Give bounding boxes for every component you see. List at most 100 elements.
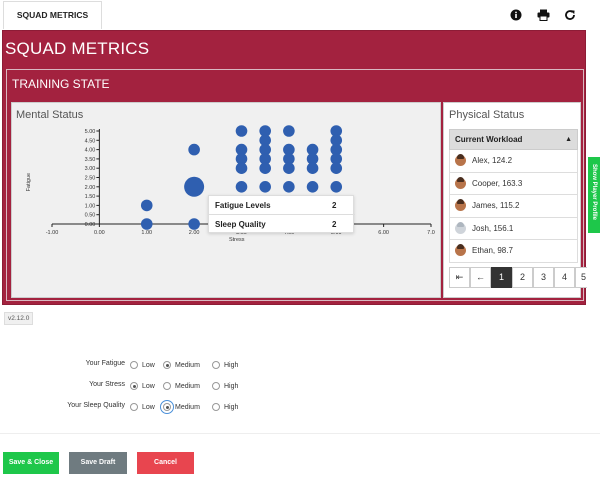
player-workload: Cooper, 163.3 [472,178,523,188]
mental-status-chart: 0.00 0.50 1.00 1.50 2.00 2.50 3.00 3.50 4.00 4.50… [26,125,435,243]
workload-list: Alex, 124.2 Cooper, 163.3 James, 115.2 J… [449,150,578,263]
avatar [455,199,466,211]
list-item[interactable]: Cooper, 163.3 [449,172,578,195]
stress-label: Your Stress [89,381,125,388]
x-tick-label: -1.00 [46,230,59,236]
first-page-button[interactable]: ⇤ [449,267,470,288]
y-axis-label: Fatigue [26,173,32,191]
workload-column-header[interactable]: Current Workload ▲ [449,129,578,150]
sort-asc-icon[interactable]: ▲ [565,136,572,143]
prev-page-button[interactable]: ← [470,267,491,288]
radio-button[interactable] [160,400,174,414]
page-button-1[interactable]: 1 [491,267,512,288]
data-point [259,134,271,147]
sleep-high-option[interactable]: High [212,400,238,414]
tooltip-row: Fatigue Levels 2 [209,196,355,215]
data-point [306,162,319,174]
physical-status-panel: Physical Status Current Workload ▲ Alex,… [443,102,587,298]
data-point [259,153,271,165]
tooltip-row: Sleep Quality 2 [209,215,355,234]
avatar [455,154,466,166]
radio-button[interactable] [130,382,138,390]
x-tick-label: 1.00 [141,230,152,236]
squad-metrics-panel: SQUAD METRICS TRAINING STATE Mental Stat… [2,30,587,305]
radio-button[interactable] [163,382,171,390]
page-button-3[interactable]: 3 [533,267,554,288]
data-point [235,153,248,165]
tab-bar: SQUAD METRICS [0,0,600,30]
avatar-placeholder [455,221,466,234]
fatigue-medium-option[interactable]: Medium [163,358,200,372]
y-tick-label: 1.00 [85,203,96,209]
tooltip-value: 2 [332,220,337,229]
tooltip-value: 2 [332,201,337,210]
x-tick-label: 6.00 [378,230,389,236]
data-point [259,181,271,193]
y-tick-label: 2.00 [85,185,96,191]
sleep-quality-row: Your Sleep Quality Low Medium High [0,400,600,414]
fatigue-high-option[interactable]: High [212,358,238,372]
list-item[interactable]: Josh, 156.1 [449,217,578,240]
data-point [140,218,153,230]
divider [0,433,600,434]
x-tick-label: 2.00 [189,230,200,236]
data-point [330,125,343,137]
save-close-button[interactable]: Save & Close [3,452,59,474]
save-draft-button[interactable]: Save Draft [69,452,127,474]
page-button-4[interactable]: 4 [554,267,575,288]
data-point [259,162,271,174]
radio-button[interactable] [212,382,220,390]
workload-header-label: Current Workload [455,135,523,144]
data-point [235,143,248,156]
tab-squad-metrics[interactable]: SQUAD METRICS [3,1,102,29]
data-point [235,181,248,193]
option-label: High [224,382,239,390]
radio-button[interactable] [130,403,138,411]
radio-button[interactable] [163,361,171,369]
tooltip-label: Sleep Quality [215,220,266,229]
list-item[interactable]: James, 115.2 [449,195,578,218]
refresh-icon[interactable] [563,8,577,22]
data-point [140,199,153,212]
y-tick-label: 1.50 [85,194,96,200]
page-button-5[interactable]: 5 [575,267,587,288]
option-label: High [224,361,239,369]
option-label: Medium [175,403,200,411]
player-workload: Josh, 156.1 [472,223,514,233]
show-player-profile-tab[interactable]: Show Player Profile [588,157,600,233]
y-tick-label: 4.50 [85,138,96,144]
sleep-medium-option[interactable]: Medium [160,400,200,414]
data-point [259,143,271,156]
x-tick-label: 4.00 [284,230,295,236]
fatigue-low-option[interactable]: Low [130,358,155,372]
data-point [235,162,248,174]
y-tick-label: 3.00 [85,166,96,172]
data-point [330,181,343,193]
x-axis-label: Stress [229,237,245,243]
option-label: Medium [175,361,200,369]
list-item[interactable]: Alex, 124.2 [449,150,578,173]
data-point [330,143,343,156]
radio-button[interactable] [212,403,220,411]
data-point [283,125,295,137]
mental-status-panel: Mental Status 0.00 0.50 1.00 1.50 2.00 2.50 3.… [11,102,441,298]
print-icon[interactable] [536,8,550,22]
mental-status-title: Mental Status [16,109,84,121]
stress-low-option[interactable]: Low [130,379,155,393]
data-point [283,153,295,165]
stress-medium-option[interactable]: Medium [163,379,200,393]
sleep-low-option[interactable]: Low [130,400,155,414]
radio-button[interactable] [130,361,138,369]
list-item[interactable]: Ethan, 98.7 [449,240,578,263]
avatar [455,176,466,189]
radio-button[interactable] [212,361,220,369]
info-icon[interactable] [509,8,523,22]
data-point [184,176,205,197]
option-label: Medium [175,382,200,390]
cancel-button[interactable]: Cancel [137,452,194,474]
page-button-2[interactable]: 2 [512,267,533,288]
stress-high-option[interactable]: High [212,379,238,393]
data-point [283,143,295,156]
data-point [283,181,295,193]
chart-tooltip: Fatigue Levels 2 Sleep Quality 2 [208,195,355,234]
